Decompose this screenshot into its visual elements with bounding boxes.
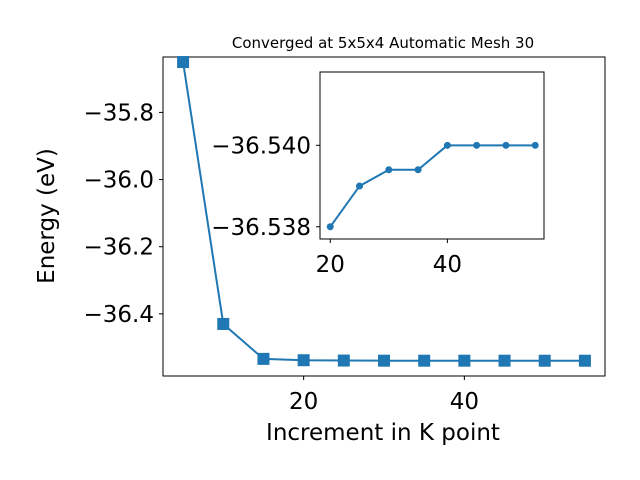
inset-y-tick-label: −36.538 <box>211 215 311 241</box>
main-axis-ticks: 20 40 −35.8 −36.0 −36.2 −36.4 <box>84 100 479 415</box>
main-plot-frame <box>162 56 606 377</box>
main-x-tick-label: 40 <box>450 389 479 415</box>
main-data-point <box>337 354 350 367</box>
main-data-point <box>418 354 431 367</box>
x-axis-label: Increment in K point <box>266 420 500 446</box>
inset-data-point <box>502 141 510 149</box>
main-data-point <box>538 354 551 367</box>
main-x-tick-label: 20 <box>289 389 318 415</box>
inset-plot-frame <box>319 71 545 240</box>
inset-data-point <box>414 166 422 174</box>
main-data-point <box>578 354 591 367</box>
inset-data-point <box>531 141 539 149</box>
inset-x-tick-label: 20 <box>316 252 345 278</box>
main-data-point <box>177 56 190 69</box>
main-y-tick-label: −35.8 <box>84 100 154 126</box>
main-data-point <box>217 317 230 330</box>
main-data-point <box>498 354 511 367</box>
inset-data-point <box>326 223 334 231</box>
main-y-tick-label: −36.4 <box>84 302 154 328</box>
inset-series-line <box>329 144 536 228</box>
inset-data-point <box>473 141 481 149</box>
inset-x-tick-label: 40 <box>433 252 462 278</box>
y-axis-label: Energy (eV) <box>34 148 60 284</box>
inset-data-point <box>443 141 451 149</box>
inset-series <box>326 141 539 231</box>
main-data-point <box>458 354 471 367</box>
inset-y-tick-label: −36.540 <box>211 133 311 159</box>
inset-axis-ticks: 20 40 −36.538 −36.540 <box>211 133 462 278</box>
inset-data-point <box>356 182 364 190</box>
chart-title: Converged at 5x5x4 Automatic Mesh 30 <box>232 34 534 52</box>
main-y-tick-label: −36.2 <box>84 235 154 261</box>
main-series <box>177 56 591 367</box>
inset-data-point <box>385 166 393 174</box>
main-y-tick-label: −36.0 <box>84 168 154 194</box>
main-data-point <box>257 352 270 365</box>
main-data-point <box>297 354 310 367</box>
main-data-point <box>378 354 390 367</box>
inset-plot-background <box>320 72 544 239</box>
